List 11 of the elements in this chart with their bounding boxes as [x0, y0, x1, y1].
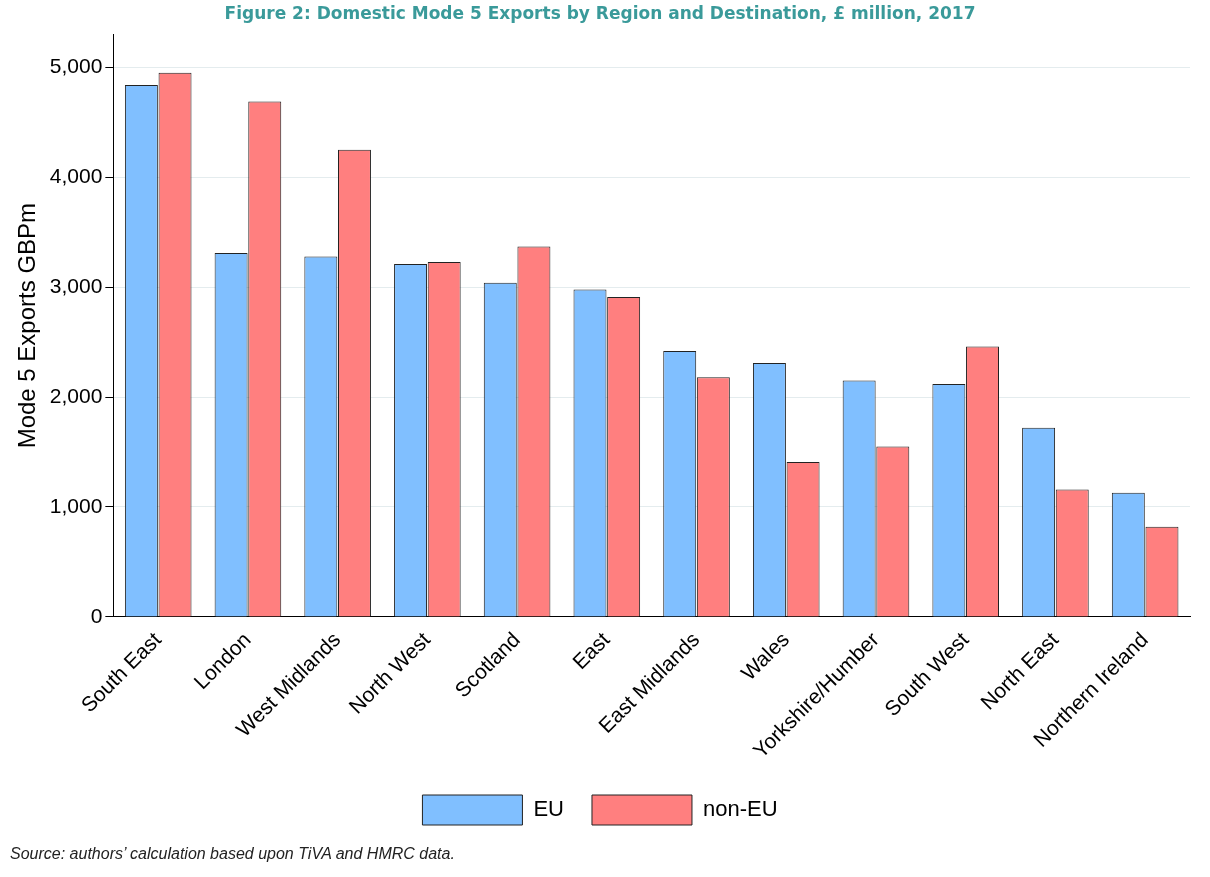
y-tick-label: 0: [90, 603, 103, 627]
y-axis-title: Mode 5 Exports GBPm: [13, 202, 41, 449]
y-tick-label: 2,000: [49, 383, 103, 407]
legend-label: EU: [533, 796, 564, 822]
y-tick-label: 5,000: [49, 54, 103, 78]
y-tick-label: 3,000: [49, 273, 103, 297]
legend-label: non-EU: [702, 796, 778, 822]
source-note: Source: authors’ calculation based upon TiVA and HMRC data.: [10, 845, 456, 863]
y-tick-label: 1,000: [49, 493, 103, 517]
y-tick-label: 4,000: [49, 164, 103, 188]
chart-title: Figure 2: Domestic Mode 5 Exports by Region and Destination, £ million, 2017: [224, 2, 976, 23]
